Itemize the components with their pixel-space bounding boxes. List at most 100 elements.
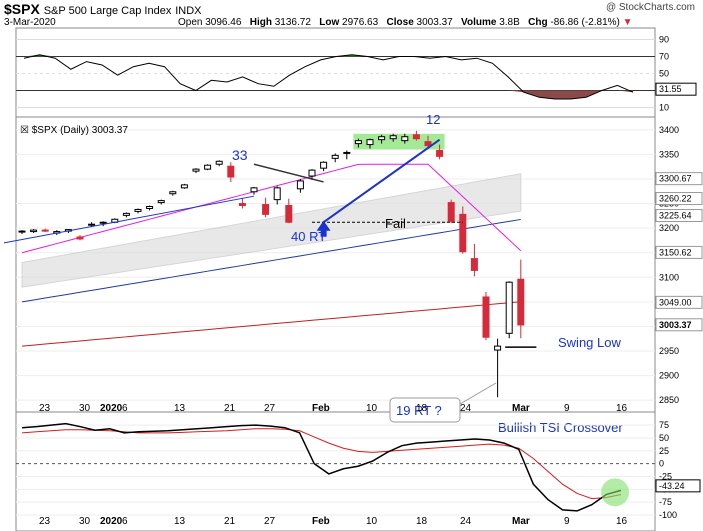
price-tick-label: 3100 bbox=[659, 272, 679, 282]
tsi-last-badge bbox=[655, 479, 701, 493]
candle-body bbox=[227, 165, 235, 178]
price-label-badge bbox=[655, 245, 703, 259]
candle-body bbox=[88, 223, 96, 226]
x-tick-label-price: 9 bbox=[564, 403, 570, 414]
candle-body bbox=[296, 180, 304, 190]
candle-body bbox=[389, 135, 397, 140]
annotation-tsi-crossover: Bullish TSI Crossover bbox=[498, 420, 623, 435]
copyright: @ StockCharts.com bbox=[605, 2, 695, 13]
candle-body bbox=[192, 168, 200, 172]
candle-body bbox=[250, 187, 258, 193]
tsi-last-value: -43.24 bbox=[659, 481, 685, 491]
candle-body bbox=[412, 134, 420, 140]
tsi-tick-label: 0 bbox=[659, 459, 664, 469]
annotation-fail: Fail bbox=[385, 216, 406, 231]
price-panel-title: ☒ $SPX (Daily) 3003.37 bbox=[20, 125, 128, 136]
chart-header: $SPX S&P 500 Large Cap Index INDX 3-Mar-… bbox=[0, 0, 703, 30]
x-tick-label-price: Mar bbox=[512, 403, 530, 414]
candle-body bbox=[169, 191, 177, 195]
x-tick-label-tsi: 24 bbox=[460, 516, 472, 527]
candle-body bbox=[470, 258, 478, 271]
price-tick-label: 3350 bbox=[659, 149, 679, 159]
candle-body bbox=[331, 154, 339, 159]
candle-body bbox=[273, 187, 281, 201]
tsi-line bbox=[21, 422, 622, 512]
ma-slow-line bbox=[21, 301, 521, 347]
rsi-last-value: 31.55 bbox=[659, 84, 682, 94]
price-tick-label: 2950 bbox=[659, 346, 679, 356]
price-label-badge bbox=[655, 209, 703, 223]
x-tick-label-tsi: 2020 bbox=[100, 516, 123, 527]
x-tick-label-tsi: 27 bbox=[264, 516, 276, 527]
trendline-lower bbox=[3, 195, 255, 244]
candle-body bbox=[459, 213, 467, 253]
x-tick-label-price: 13 bbox=[174, 403, 186, 414]
x-tick-label-tsi: 21 bbox=[224, 516, 236, 527]
panel-frame-0 bbox=[15, 27, 656, 118]
price-label: 3225.64 bbox=[659, 211, 692, 221]
x-tick-label-price: 10 bbox=[366, 403, 378, 414]
up-arrow-icon bbox=[316, 220, 331, 237]
candle-body bbox=[204, 164, 212, 170]
candle-body bbox=[262, 204, 270, 215]
x-tick-label-tsi: 18 bbox=[416, 516, 428, 527]
rsi-tick-label: 10 bbox=[659, 103, 669, 113]
x-tick-label-price: 24 bbox=[460, 403, 472, 414]
rsi-tick-label: 50 bbox=[659, 69, 669, 79]
price-tick-label: 3200 bbox=[659, 223, 679, 233]
x-tick-label-price: 27 bbox=[264, 403, 276, 414]
candle-body bbox=[285, 205, 293, 223]
crossover-highlight-circle bbox=[601, 478, 629, 507]
x-tick-label-tsi: 23 bbox=[39, 516, 51, 527]
candle-body bbox=[366, 139, 374, 146]
candle-body bbox=[122, 212, 130, 216]
x-tick-label-price: 6 bbox=[122, 403, 128, 414]
x-tick-label-price: Feb bbox=[312, 403, 330, 414]
x-tick-label-tsi: 10 bbox=[366, 516, 378, 527]
candle-body bbox=[308, 169, 316, 177]
price-label: 3260.22 bbox=[659, 194, 692, 204]
candle-body bbox=[436, 149, 444, 157]
price-label: 3300.67 bbox=[659, 174, 692, 184]
rsi-tick-label: 70 bbox=[659, 52, 669, 62]
price-tick-label: 2900 bbox=[659, 371, 679, 381]
ma-fast-line bbox=[21, 163, 522, 254]
candle-body bbox=[18, 230, 26, 233]
price-label: 3049.00 bbox=[659, 297, 692, 307]
candle-body bbox=[447, 202, 455, 222]
rsi-tick-label: 90 bbox=[659, 35, 669, 45]
tsi-tick-label: 75 bbox=[659, 420, 669, 430]
price-label-badge bbox=[655, 192, 703, 206]
candle-body bbox=[378, 136, 386, 141]
candle-body bbox=[505, 281, 513, 334]
symbol-name: S&P 500 Large Cap Index bbox=[43, 5, 172, 17]
candle-body bbox=[482, 296, 490, 338]
candle-body bbox=[354, 140, 362, 145]
candle-body bbox=[146, 206, 154, 209]
x-tick-label-price: 18 bbox=[416, 403, 428, 414]
symbol-title: $SPX S&P 500 Large Cap Index INDX bbox=[4, 1, 202, 17]
annotation-19rt: 19 RT ? bbox=[396, 403, 442, 418]
price-tick-label: 2850 bbox=[659, 395, 679, 405]
candle-body bbox=[517, 278, 525, 326]
panel-frame-2 bbox=[15, 411, 656, 531]
candle-body bbox=[215, 160, 223, 165]
candle-body bbox=[99, 221, 107, 224]
candle-body bbox=[320, 161, 328, 169]
x-tick-label-tsi: 13 bbox=[174, 516, 186, 527]
callout-pointer bbox=[459, 382, 497, 405]
candle-body bbox=[424, 141, 432, 147]
x-tick-label-tsi: 16 bbox=[616, 516, 628, 527]
x-tick-label-tsi: 9 bbox=[564, 516, 570, 527]
x-tick-label-tsi: 30 bbox=[79, 516, 91, 527]
candle-body bbox=[238, 203, 246, 207]
price-envelope-band bbox=[21, 173, 522, 288]
quote-line: Open 3096.46 High 3136.72 Low 2976.63 Cl… bbox=[178, 17, 633, 28]
tsi-tick-label: 50 bbox=[659, 433, 669, 443]
trendline-rising bbox=[323, 138, 441, 224]
annotation-33: 33 bbox=[232, 147, 248, 163]
quote-date: 3-Mar-2020 bbox=[4, 17, 56, 28]
x-tick-label-tsi: Mar bbox=[512, 516, 530, 527]
price-label-badge bbox=[655, 295, 703, 309]
